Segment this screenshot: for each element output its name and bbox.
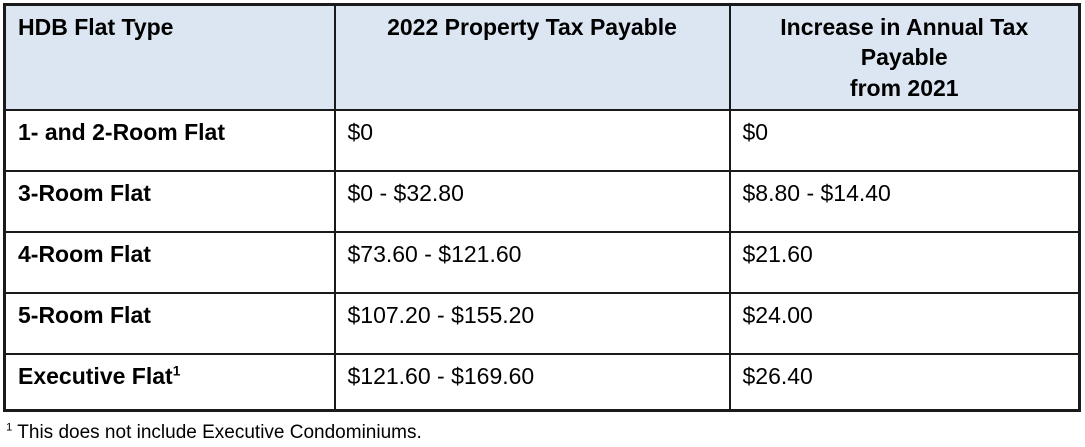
cell-increase: $21.60 — [728, 231, 1081, 295]
table-row: 4-Room Flat $73.60 - $121.60 $21.60 — [3, 231, 1081, 295]
table-row: Executive Flat1 $121.60 - $169.60 $26.40 — [3, 353, 1081, 412]
header-increase-line3: from 2021 — [849, 74, 959, 101]
flat-type-label: Executive Flat — [18, 363, 173, 390]
cell-tax-2022: $73.60 - $121.60 — [333, 231, 731, 295]
header-increase-line1: Increase in Annual Tax — [780, 14, 1029, 40]
table-row: 1- and 2-Room Flat $0 $0 — [3, 109, 1081, 173]
header-increase-line2: Payable — [860, 44, 948, 71]
table-row: 5-Room Flat $107.20 - $155.20 $24.00 — [3, 292, 1081, 356]
cell-flat-type: 4-Room Flat — [3, 231, 336, 295]
cell-increase: $8.80 - $14.40 — [728, 170, 1081, 234]
cell-tax-2022: $0 - $32.80 — [333, 170, 731, 234]
footnote-marker: 1 — [6, 421, 13, 434]
cell-increase: $24.00 — [728, 292, 1081, 356]
table-header-row: HDB Flat Type 2022 Property Tax Payable … — [3, 3, 1081, 112]
header-cell-flat-type: HDB Flat Type — [3, 3, 336, 112]
cell-flat-type: Executive Flat1 — [3, 353, 336, 412]
cell-increase: $26.40 — [728, 353, 1081, 412]
cell-tax-2022: $107.20 - $155.20 — [333, 292, 731, 356]
cell-flat-type: 1- and 2-Room Flat — [3, 109, 336, 173]
cell-increase: $0 — [728, 109, 1081, 173]
footnote-text: This does not include Executive Condomin… — [12, 421, 422, 443]
cell-flat-type: 3-Room Flat — [3, 170, 336, 234]
table-row: 3-Room Flat $0 - $32.80 $8.80 - $14.40 — [3, 170, 1081, 234]
cell-tax-2022: $121.60 - $169.60 — [333, 353, 731, 412]
cell-flat-type: 5-Room Flat — [3, 292, 336, 356]
header-cell-increase: Increase in Annual Tax Payable from 2021 — [728, 3, 1081, 112]
cell-tax-2022: $0 — [333, 109, 731, 173]
footnote: 1 This does not include Executive Condom… — [6, 421, 1085, 445]
header-cell-tax-2022: 2022 Property Tax Payable — [333, 3, 731, 112]
footnote-marker-superscript: 1 — [172, 363, 181, 379]
hdb-property-tax-table: HDB Flat Type 2022 Property Tax Payable … — [3, 3, 1081, 412]
